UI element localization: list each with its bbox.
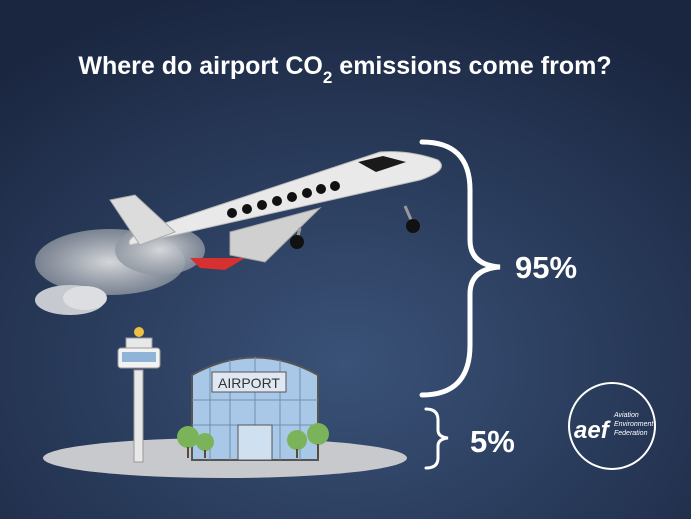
logo-text: Environment — [614, 421, 654, 428]
logo-text: Federation — [614, 430, 648, 437]
smoke — [35, 225, 205, 315]
logo-text: Aviation — [613, 412, 639, 419]
share-label: 5% — [470, 424, 515, 459]
title-text: emissions come from? — [332, 52, 611, 80]
logo: aef Aviation Environment Federation — [568, 382, 656, 470]
airplane — [109, 151, 442, 270]
title-text: Where do airport CO — [78, 52, 322, 80]
brace-large — [419, 139, 501, 398]
airport-sign: AIRPORT — [218, 375, 280, 391]
trees — [177, 423, 329, 458]
terminal: AIRPORT — [191, 356, 319, 461]
brace-small — [424, 407, 449, 470]
title-subscript: 2 — [323, 68, 332, 87]
share-label: 95% — [515, 250, 577, 285]
control-tower — [117, 327, 161, 463]
logo-mark: aef — [574, 417, 611, 444]
title: Where do airport CO2 emissions come from… — [78, 52, 611, 87]
